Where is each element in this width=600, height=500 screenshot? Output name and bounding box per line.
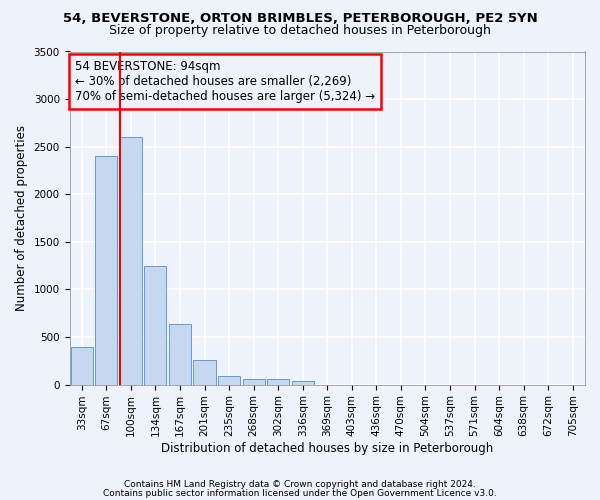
Text: Size of property relative to detached houses in Peterborough: Size of property relative to detached ho… [109,24,491,37]
Bar [169,324,191,384]
Text: 54 BEVERSTONE: 94sqm
← 30% of detached houses are smaller (2,269)
70% of semi-de: 54 BEVERSTONE: 94sqm ← 30% of detached h… [74,60,375,103]
X-axis label: Distribution of detached houses by size in Peterborough: Distribution of detached houses by size … [161,442,493,455]
Bar [145,266,166,384]
Text: Contains HM Land Registry data © Crown copyright and database right 2024.: Contains HM Land Registry data © Crown c… [124,480,476,489]
Bar [267,380,289,384]
Text: Contains public sector information licensed under the Open Government Licence v3: Contains public sector information licen… [103,488,497,498]
Bar [218,376,240,384]
Bar [71,348,93,385]
Bar [242,379,265,384]
Bar [193,360,215,384]
Bar [120,137,142,384]
Y-axis label: Number of detached properties: Number of detached properties [15,125,28,311]
Bar [95,156,118,384]
Text: 54, BEVERSTONE, ORTON BRIMBLES, PETERBOROUGH, PE2 5YN: 54, BEVERSTONE, ORTON BRIMBLES, PETERBOR… [62,12,538,26]
Bar [292,381,314,384]
